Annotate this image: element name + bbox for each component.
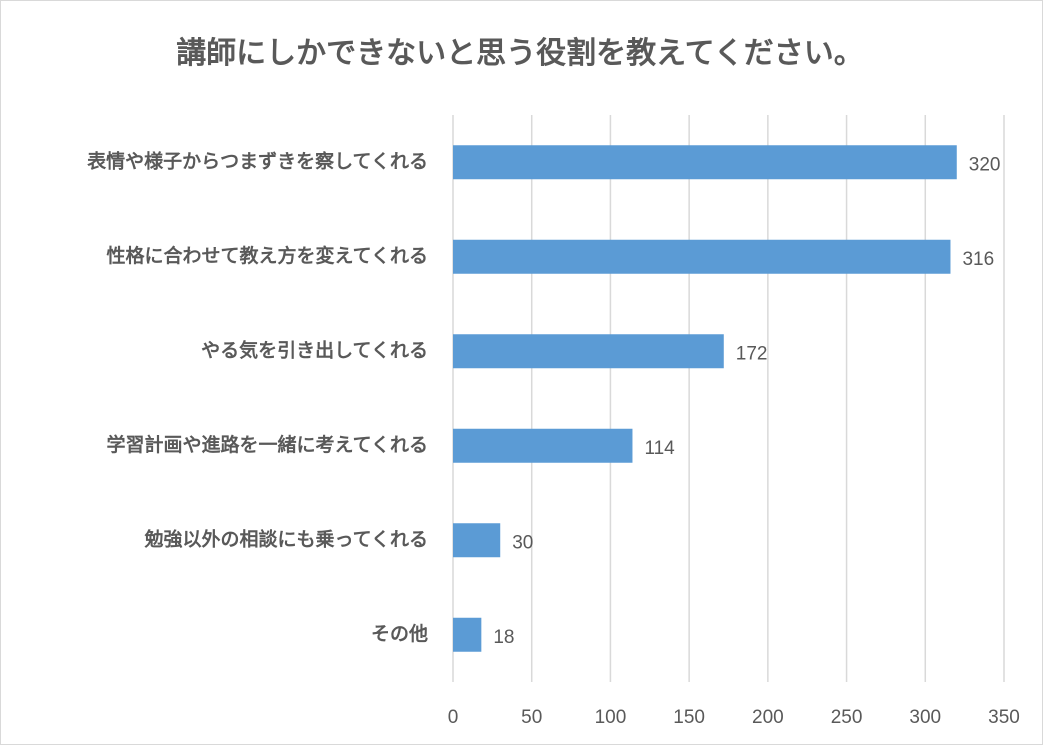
y-tick-label: 表情や様子からつまずきを察してくれる: [87, 149, 428, 172]
value-label: 172: [736, 343, 768, 364]
bar: [453, 145, 957, 180]
x-tick-label: 250: [831, 707, 863, 728]
x-tick-label: 100: [595, 707, 627, 728]
y-tick-label: やる気を引き出してくれる: [201, 338, 428, 361]
y-tick-label: 勉強以外の相談にも乗ってくれる: [144, 527, 428, 550]
bar: [453, 334, 724, 369]
y-tick-label: 学習計画や進路を一緒に考えてくれる: [107, 433, 428, 456]
value-label: 18: [493, 627, 514, 648]
bar: [453, 428, 633, 463]
y-tick-label: 性格に合わせて教え方を変えてくれる: [107, 244, 428, 267]
value-label: 316: [962, 249, 994, 270]
bar: [453, 523, 501, 558]
bar: [453, 239, 951, 274]
value-label: 114: [644, 438, 675, 459]
value-label: 30: [512, 532, 533, 553]
x-tick-label: 0: [448, 707, 459, 728]
chart-title: 講師にしかできないと思う役割を教えてください。: [176, 36, 864, 70]
bar: [453, 617, 482, 652]
value-label: 320: [969, 154, 1001, 175]
x-tick-label: 150: [673, 707, 705, 728]
x-tick-label: 350: [988, 707, 1020, 728]
y-tick-label: その他: [371, 622, 428, 645]
x-tick-label: 300: [909, 707, 941, 728]
x-tick-label: 50: [521, 707, 542, 728]
x-tick-label: 200: [752, 707, 784, 728]
